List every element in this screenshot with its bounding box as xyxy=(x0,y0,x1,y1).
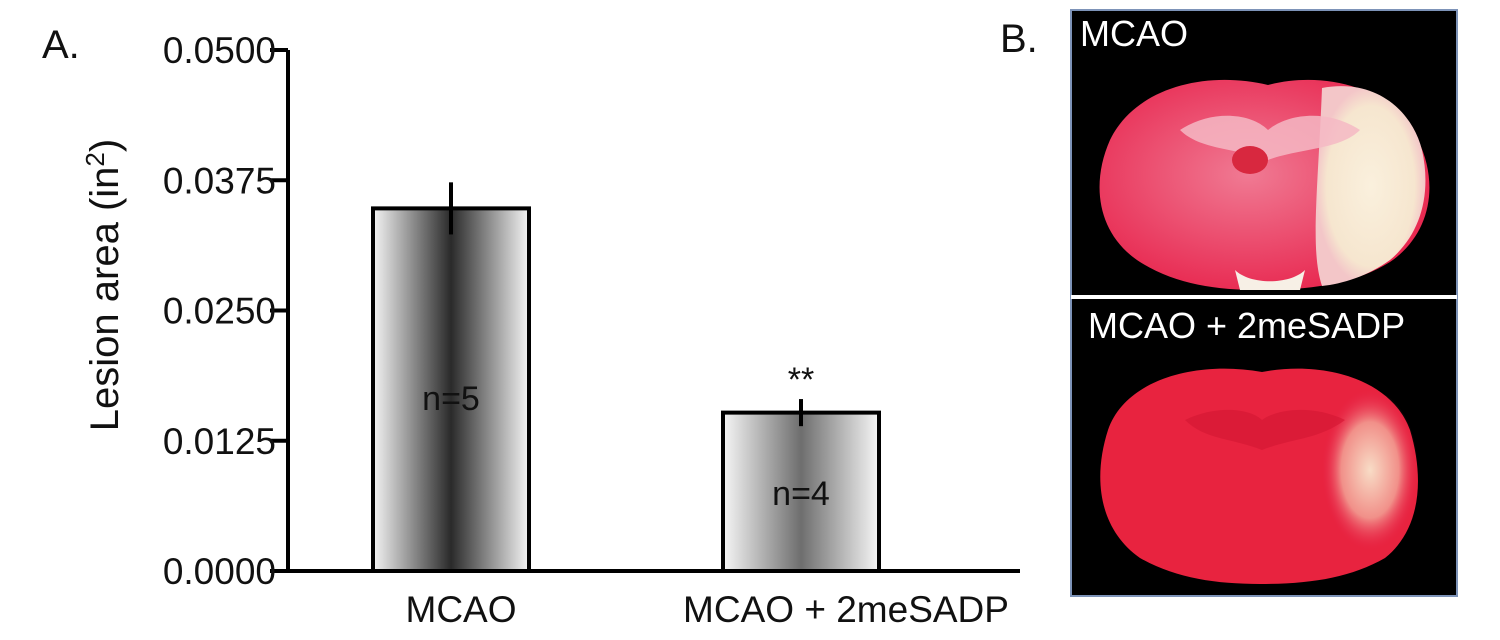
y-tick-label: 0.0000 xyxy=(163,551,276,592)
significance-label: ** xyxy=(788,361,814,399)
y-ticks: 0.0000 0.0125 0.0250 0.0375 0.0500 xyxy=(163,30,288,592)
brain-caption-mcao: MCAO xyxy=(1080,13,1188,54)
panel-a-label: A. xyxy=(42,23,80,67)
brain-photo-panel: MCAO MCAO + 2meSADP xyxy=(1070,9,1458,597)
bar xyxy=(721,410,881,573)
y-axis-title: Lesion area (in2) xyxy=(80,139,127,431)
category-label: MCAO xyxy=(406,589,517,630)
y-tick-label: 0.0250 xyxy=(163,291,276,332)
n-label: n=4 xyxy=(772,475,830,513)
n-label: n=5 xyxy=(422,380,480,418)
brain-image-mcao: MCAO xyxy=(1080,13,1430,290)
brain-image-2mesadp: MCAO + 2meSADP xyxy=(1088,305,1418,584)
bars: n=5 MCAO n=4 ** MCAO + 2meSADP xyxy=(371,182,1009,630)
brain-caption-2mesadp: MCAO + 2meSADP xyxy=(1088,305,1405,346)
y-axis: 0.0000 0.0125 0.0250 0.0375 0.0500 xyxy=(163,30,290,592)
y-tick-label: 0.0375 xyxy=(163,160,276,201)
y-tick-label: 0.0125 xyxy=(163,421,276,462)
panel-b-label: B. xyxy=(1000,17,1038,61)
bar xyxy=(371,206,531,573)
y-tick-label: 0.0500 xyxy=(163,30,276,71)
category-label: MCAO + 2meSADP xyxy=(683,589,1009,630)
